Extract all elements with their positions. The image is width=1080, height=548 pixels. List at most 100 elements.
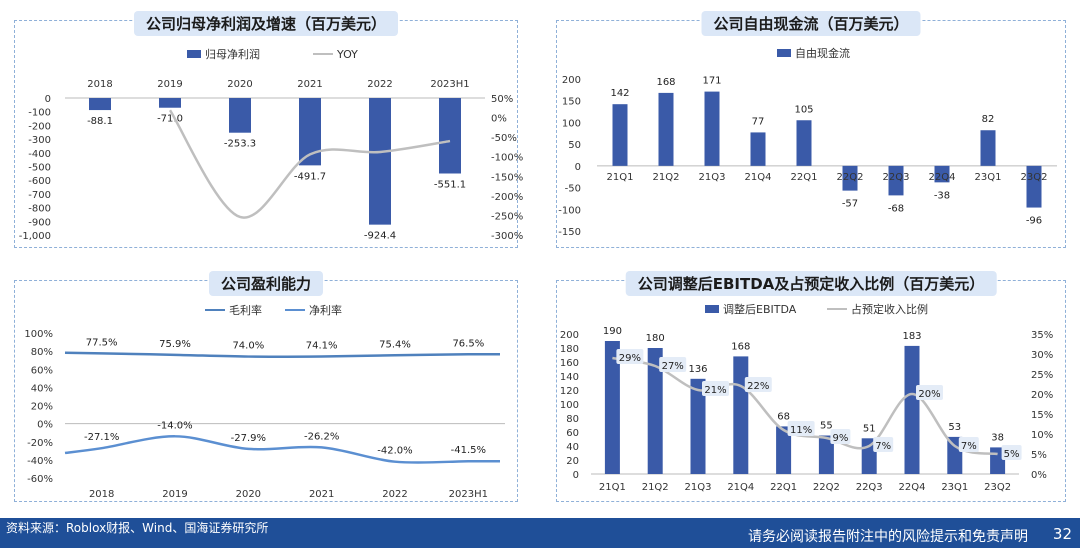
bar-22Q1 (796, 120, 812, 166)
net-margin-data-label: -42.0% (377, 446, 412, 457)
y2-tick-label: 0% (1031, 470, 1047, 481)
x-tick-label: 2018 (89, 489, 114, 500)
y-tick-label: 60 (566, 428, 579, 439)
bar-data-label: -38 (934, 190, 950, 201)
bar-2018 (89, 98, 111, 111)
y-tick-label: 20% (31, 402, 53, 413)
ratio-label-bg (830, 429, 851, 444)
y-tick-label: -500 (28, 163, 51, 174)
y-tick-label: -1,000 (19, 231, 51, 242)
net-income-legend-swatch (187, 50, 201, 58)
bar-21Q2 (658, 92, 674, 166)
y-tick-label: 0 (575, 162, 581, 173)
y-tick-label: 50 (568, 140, 581, 151)
bar-2022 (369, 98, 391, 225)
x-tick-label: 22Q2 (813, 482, 840, 493)
y-tick-label: -600 (28, 176, 51, 187)
x-tick-label: 21Q3 (685, 482, 712, 493)
ratio-data-label: 5% (1004, 449, 1020, 460)
bar-data-label: 136 (688, 364, 707, 375)
bar-22Q4 (934, 165, 950, 183)
bar-data-label: -71.0 (157, 114, 183, 125)
y2-tick-label: 50% (491, 94, 513, 105)
disclaimer-link[interactable]: 请务必阅读报告附注中的风险提示和免责声明 (748, 529, 1028, 545)
y2-tick-label: -100% (491, 153, 523, 164)
ratio-label-bg (702, 381, 729, 396)
bar-data-label: -57 (842, 199, 858, 210)
ratio-data-label: 7% (875, 441, 891, 452)
y-tick-label: -100 (558, 205, 581, 216)
x-tick-label: 2022 (382, 489, 407, 500)
y-tick-label: -60% (27, 474, 53, 485)
bar-data-label: -491.7 (294, 171, 326, 182)
bar-data-label: -88.1 (87, 116, 113, 127)
fcf-chart: 自由现金流 200 150 100 50 0 -50 -100 -150 21Q1 142 21Q2 1… (558, 46, 1057, 238)
x-tick-label: 21Q1 (607, 172, 634, 183)
gross-margin-data-label: 76.5% (452, 338, 484, 349)
x-tick-label: 23Q1 (941, 482, 968, 493)
ebitda-legend-label: 调整后EBITDA (723, 302, 797, 316)
x-tick-label: 21Q3 (699, 172, 726, 183)
y2-tick-label: 35% (1031, 330, 1053, 341)
y-tick-label: -700 (28, 190, 51, 201)
y-tick-label: 40% (31, 383, 53, 394)
gross-margin-data-label: 74.1% (306, 340, 338, 351)
bar-data-label: 55 (820, 421, 833, 432)
y-tick-label: 100 (560, 400, 579, 411)
ratio-data-label: 9% (832, 433, 848, 444)
x-tick-label: 23Q1 (975, 172, 1002, 183)
gross-margin-line (64, 351, 501, 358)
y-tick-label: -400 (28, 149, 51, 160)
bar-data-label: 77 (752, 116, 765, 127)
ratio-data-label: 11% (790, 425, 812, 436)
bar-data-label: 68 (777, 411, 790, 422)
x-tick-label: 22Q1 (791, 172, 818, 183)
bar-21Q3 (704, 91, 720, 166)
ratio-line (612, 356, 998, 456)
y-tick-label: 40 (566, 442, 579, 453)
bar-22Q2 (818, 435, 834, 474)
y-tick-label: 180 (560, 344, 579, 355)
ratio-data-label: 22% (747, 381, 769, 392)
ratio-label-bg (744, 377, 772, 392)
fcf-legend-swatch (777, 49, 791, 57)
y-tick-label: 80% (31, 347, 53, 358)
gross-margin-legend-label: 毛利率 (229, 303, 262, 317)
y2-tick-label: -150% (491, 172, 523, 183)
bar-data-label: 180 (646, 333, 665, 344)
ratio-label-bg (787, 421, 815, 436)
x-tick-label: 2022 (367, 79, 392, 90)
fcf-chart-title: 公司自由现金流（百万美元） (701, 11, 921, 36)
y-tick-label: 80 (566, 414, 579, 425)
net-income-chart-title: 公司归母净利润及增速（百万美元） (133, 11, 399, 36)
ratio-data-label: 21% (704, 385, 726, 396)
bar-21Q3 (690, 378, 706, 474)
chart-panel-net-income: 归母净利润 YOY 0 -100 -200 -300 -400 -500 -600 -700 -80… (14, 11, 523, 248)
y2-tick-label: -300% (491, 231, 523, 242)
bar-22Q4 (904, 345, 920, 474)
y-tick-label: 140 (560, 372, 579, 383)
x-tick-label: 22Q3 (856, 482, 883, 493)
y2-tick-label: 0% (491, 114, 507, 125)
bar-data-label: 171 (702, 76, 721, 87)
y-tick-label: 0 (45, 94, 51, 105)
fcf-legend-label: 自由现金流 (795, 46, 850, 60)
ebitda-chart-title: 公司调整后EBITDA及占预定收入比例（百万美元） (625, 271, 997, 296)
y-tick-label: -800 (28, 204, 51, 215)
y2-tick-label: -200% (491, 192, 523, 203)
bar-data-label: -253.3 (224, 139, 256, 150)
bar-data-label: 190 (603, 326, 622, 337)
gross-margin-data-label: 77.5% (86, 337, 118, 348)
ratio-data-label: 20% (918, 389, 940, 400)
bar-2023H1 (439, 98, 461, 174)
bar-data-label: 183 (902, 331, 921, 342)
ratio-label-bg (659, 357, 687, 372)
source-note: 资料来源：Roblox财报、Wind、国海证券研究所 (6, 521, 269, 535)
bar-21Q1 (604, 341, 620, 474)
yoy-line (168, 109, 451, 219)
x-tick-label: 2023H1 (449, 489, 488, 500)
x-tick-label: 23Q2 (984, 482, 1011, 493)
x-tick-label: 22Q3 (883, 172, 910, 183)
ratio-label-bg (873, 437, 894, 452)
bar-22Q1 (776, 426, 792, 474)
